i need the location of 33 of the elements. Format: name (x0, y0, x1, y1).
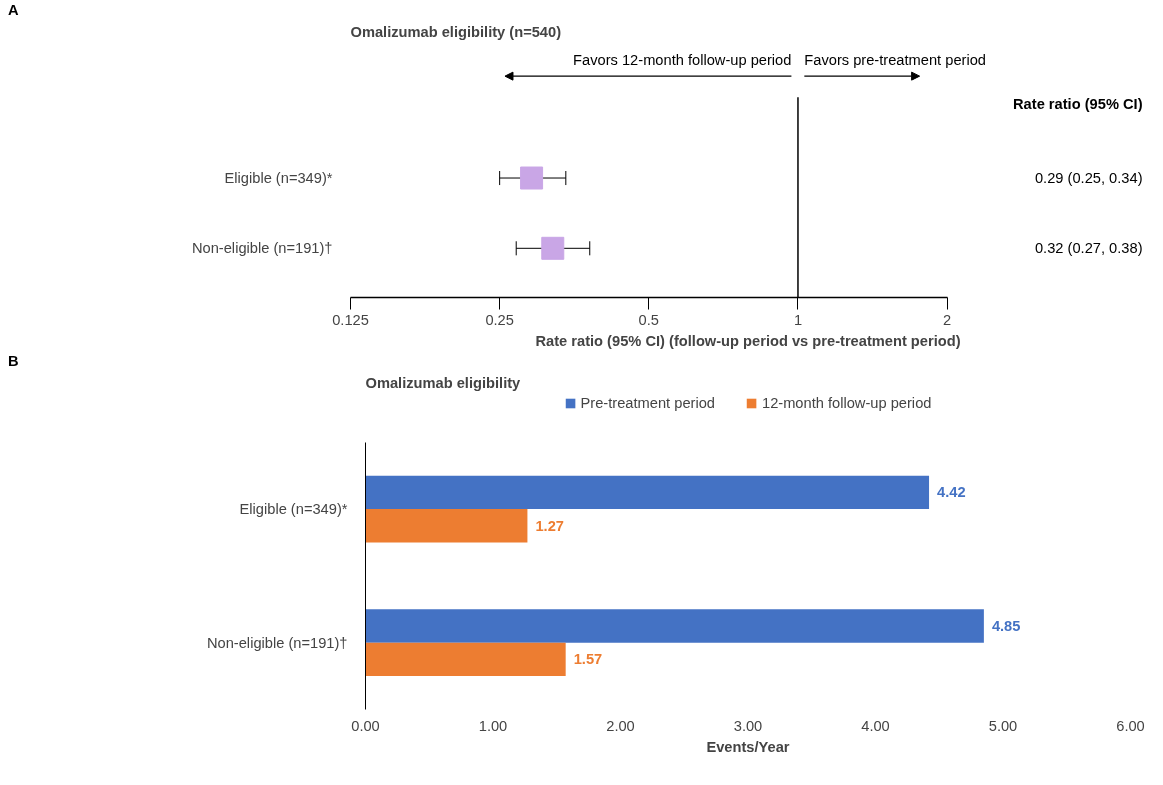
x-tick-label: 0.25 (485, 311, 514, 328)
chart-title: Omalizumab eligibility (365, 374, 522, 391)
x-tick-label: 5.00 (988, 717, 1018, 734)
text: Rate ratio (95% CI) (1013, 96, 1143, 113)
x-tick-label: 3.00 (733, 717, 763, 734)
data-label: 4.85 (991, 617, 1021, 634)
data-label: 1.57 (573, 651, 603, 668)
data-label: 0.29 (0.25, 0.34) (1034, 170, 1143, 187)
y-tick-label: Non-eligible (n=191)† (206, 634, 348, 651)
data-label: 0.32 (0.27, 0.38) (1034, 240, 1143, 257)
text: B (8, 352, 19, 371)
legend-label: 12-month follow-up period (761, 395, 932, 411)
data-label: 4.42 (937, 484, 966, 501)
x-tick-label: 2 (943, 311, 952, 328)
data-label: 1.27 (535, 517, 564, 534)
y-tick-label: Eligible (n=349)* (224, 170, 333, 187)
x-tick-label: 1.00 (478, 717, 508, 734)
x-tick-label: 0.125 (332, 311, 369, 328)
x-tick-label: 2.00 (606, 717, 635, 734)
y-tick-label: Non-eligible (n=191)† (191, 240, 333, 257)
x-tick-label: 1 (793, 311, 803, 328)
x-axis-title: Events/Year (706, 738, 790, 755)
text: Favors 12-month follow-up period (573, 52, 792, 69)
y-tick-label: Eligible (n=349)* (239, 501, 348, 518)
chart-title: Omalizumab eligibility (n=540) (350, 23, 562, 40)
x-tick-label: 4.00 (861, 717, 890, 734)
text: Favors pre-treatment period (804, 52, 986, 69)
x-axis-title: Rate ratio (95% CI) (follow-up period vs pre-treatment period) (535, 332, 961, 349)
text: A (8, 1, 19, 20)
x-tick-label: 6.00 (1116, 717, 1145, 734)
legend-label: Pre-treatment period (580, 395, 715, 411)
x-tick-label: 0.5 (638, 311, 659, 328)
x-tick-label: 0.00 (351, 717, 380, 734)
